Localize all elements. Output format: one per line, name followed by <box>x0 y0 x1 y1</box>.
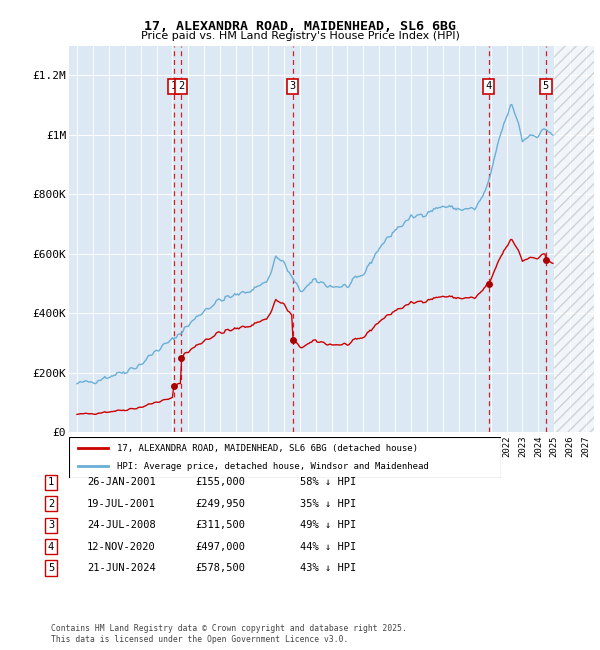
Text: HPI: Average price, detached house, Windsor and Maidenhead: HPI: Average price, detached house, Wind… <box>116 462 428 471</box>
Text: 1: 1 <box>48 477 54 488</box>
Text: 49% ↓ HPI: 49% ↓ HPI <box>300 520 356 530</box>
Text: 2: 2 <box>178 81 184 91</box>
Text: £155,000: £155,000 <box>195 477 245 488</box>
Text: £311,500: £311,500 <box>195 520 245 530</box>
Text: 58% ↓ HPI: 58% ↓ HPI <box>300 477 356 488</box>
Text: 5: 5 <box>48 563 54 573</box>
Text: 17, ALEXANDRA ROAD, MAIDENHEAD, SL6 6BG (detached house): 17, ALEXANDRA ROAD, MAIDENHEAD, SL6 6BG … <box>116 444 418 453</box>
Text: 19-JUL-2001: 19-JUL-2001 <box>87 499 156 509</box>
Bar <box>554 46 594 432</box>
Text: Contains HM Land Registry data © Crown copyright and database right 2025.
This d: Contains HM Land Registry data © Crown c… <box>51 624 407 644</box>
Text: 24-JUL-2008: 24-JUL-2008 <box>87 520 156 530</box>
Text: 26-JAN-2001: 26-JAN-2001 <box>87 477 156 488</box>
Text: £578,500: £578,500 <box>195 563 245 573</box>
Text: 4: 4 <box>485 81 491 91</box>
Text: 12-NOV-2020: 12-NOV-2020 <box>87 541 156 552</box>
Text: 17, ALEXANDRA ROAD, MAIDENHEAD, SL6 6BG: 17, ALEXANDRA ROAD, MAIDENHEAD, SL6 6BG <box>144 20 456 32</box>
Text: 1: 1 <box>170 81 176 91</box>
Text: 5: 5 <box>542 81 549 91</box>
Text: 4: 4 <box>48 541 54 552</box>
Text: 43% ↓ HPI: 43% ↓ HPI <box>300 563 356 573</box>
Text: 3: 3 <box>290 81 296 91</box>
Text: 44% ↓ HPI: 44% ↓ HPI <box>300 541 356 552</box>
Text: £497,000: £497,000 <box>195 541 245 552</box>
Text: 3: 3 <box>48 520 54 530</box>
Text: 35% ↓ HPI: 35% ↓ HPI <box>300 499 356 509</box>
Text: 21-JUN-2024: 21-JUN-2024 <box>87 563 156 573</box>
Text: Price paid vs. HM Land Registry's House Price Index (HPI): Price paid vs. HM Land Registry's House … <box>140 31 460 41</box>
Text: £249,950: £249,950 <box>195 499 245 509</box>
Text: 2: 2 <box>48 499 54 509</box>
